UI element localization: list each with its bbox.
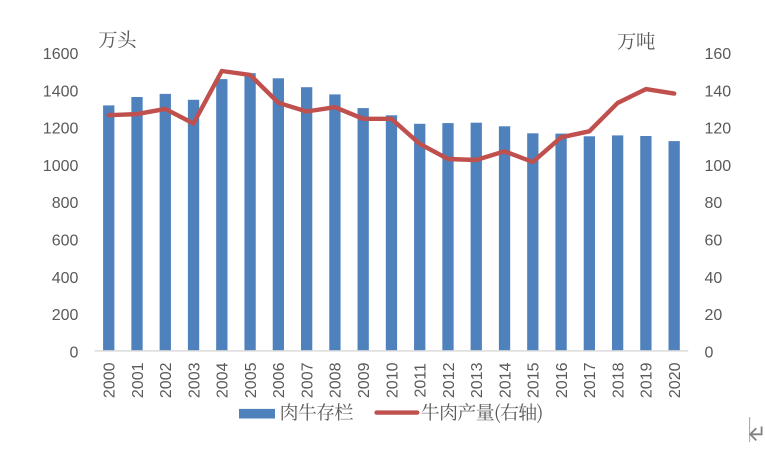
svg-text:2004: 2004 bbox=[215, 362, 232, 398]
svg-text:2017: 2017 bbox=[582, 362, 599, 398]
svg-text:60: 60 bbox=[705, 233, 723, 250]
svg-text:20: 20 bbox=[705, 307, 723, 324]
svg-text:2018: 2018 bbox=[611, 362, 628, 398]
svg-text:1600: 1600 bbox=[43, 46, 79, 63]
svg-text:1200: 1200 bbox=[43, 121, 79, 138]
svg-text:2014: 2014 bbox=[497, 362, 514, 398]
svg-text:2002: 2002 bbox=[158, 362, 175, 398]
svg-text:800: 800 bbox=[52, 195, 79, 212]
svg-text:2019: 2019 bbox=[639, 362, 656, 398]
svg-text:2001: 2001 bbox=[130, 362, 147, 398]
svg-text:1000: 1000 bbox=[43, 158, 79, 175]
svg-text:2010: 2010 bbox=[384, 362, 401, 398]
svg-text:160: 160 bbox=[705, 46, 732, 63]
svg-text:2005: 2005 bbox=[243, 362, 260, 398]
svg-text:120: 120 bbox=[705, 121, 732, 138]
svg-text:400: 400 bbox=[52, 270, 79, 287]
svg-text:2012: 2012 bbox=[441, 362, 458, 398]
svg-text:600: 600 bbox=[52, 233, 79, 250]
svg-text:2000: 2000 bbox=[102, 362, 119, 398]
svg-text:2016: 2016 bbox=[554, 362, 571, 398]
svg-text:1400: 1400 bbox=[43, 83, 79, 100]
svg-text:200: 200 bbox=[52, 307, 79, 324]
svg-text:2009: 2009 bbox=[356, 362, 373, 398]
svg-text:2013: 2013 bbox=[469, 362, 486, 398]
svg-text:2011: 2011 bbox=[413, 363, 430, 398]
svg-text:2007: 2007 bbox=[300, 362, 317, 398]
svg-text:2003: 2003 bbox=[186, 362, 203, 398]
svg-text:0: 0 bbox=[705, 344, 714, 361]
svg-text:2015: 2015 bbox=[526, 362, 543, 398]
svg-text:2006: 2006 bbox=[271, 362, 288, 398]
svg-text:2008: 2008 bbox=[328, 362, 345, 398]
svg-text:2020: 2020 bbox=[667, 362, 684, 398]
svg-text:100: 100 bbox=[705, 158, 732, 175]
svg-text:80: 80 bbox=[705, 195, 723, 212]
svg-text:140: 140 bbox=[705, 83, 732, 100]
svg-text:0: 0 bbox=[69, 344, 78, 361]
svg-text:40: 40 bbox=[705, 270, 723, 287]
